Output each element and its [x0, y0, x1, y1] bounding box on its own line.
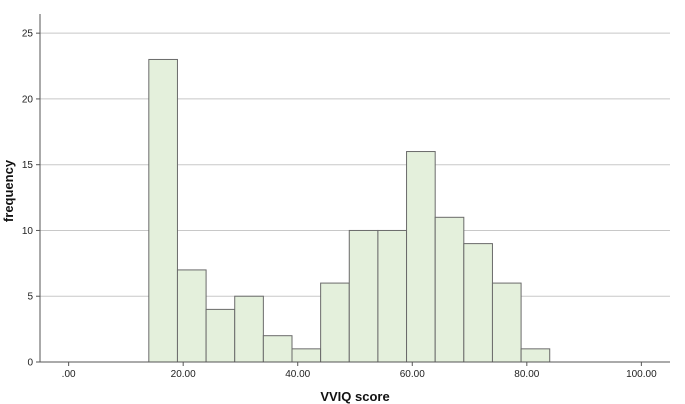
histogram-bar	[406, 151, 436, 363]
y-tick-label: 5	[27, 292, 33, 303]
histogram-bar	[320, 282, 350, 363]
histogram-bar	[434, 216, 465, 363]
y-tick-label: 15	[22, 160, 34, 171]
histogram-bar	[234, 295, 264, 363]
x-axis-title: VVIQ score	[320, 389, 389, 404]
x-tick-label: 80.00	[514, 369, 539, 380]
x-tick-label: 60.00	[400, 369, 425, 380]
histogram-bar	[491, 282, 522, 363]
histogram-bar	[520, 348, 551, 363]
histogram-bar	[377, 229, 408, 363]
axes	[39, 14, 670, 363]
y-tick-label: 20	[22, 94, 34, 105]
x-tick-label: 40.00	[285, 369, 310, 380]
grid-lines	[40, 32, 670, 297]
histogram-bar	[148, 58, 178, 363]
y-tick-label: 0	[27, 358, 33, 369]
y-tick-label: 10	[22, 226, 34, 237]
x-tick-label: 20.00	[171, 369, 196, 380]
x-tick-label: 100.00	[626, 369, 657, 380]
y-axis-ticks: 0 5 10 15 20 25	[22, 29, 40, 369]
x-axis-ticks: .00 20.00 40.00 60.00 80.00 100.00	[62, 362, 657, 380]
y-axis-title: frequency	[1, 159, 16, 222]
histogram-bar	[262, 335, 293, 363]
histogram-bar	[291, 348, 322, 363]
x-tick-label: .00	[62, 369, 76, 380]
histogram-bar	[176, 269, 207, 363]
histogram-bars	[148, 58, 551, 363]
histogram-bar	[205, 308, 236, 363]
y-tick-label: 25	[22, 29, 34, 40]
histogram-bar	[348, 229, 379, 363]
histogram-bar	[463, 243, 493, 363]
